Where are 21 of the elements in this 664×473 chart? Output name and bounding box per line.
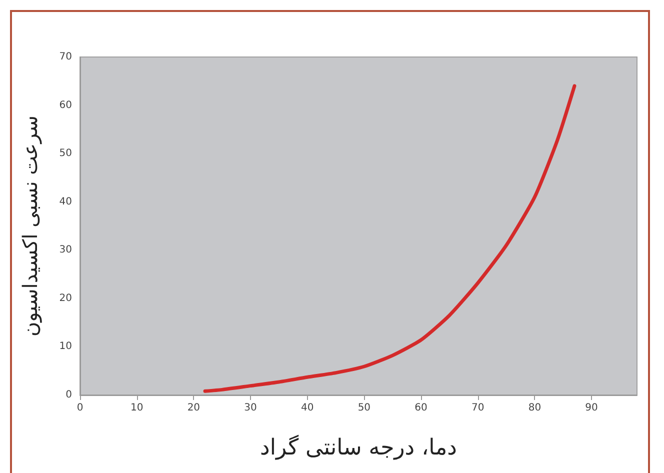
- y-tick-label: 0: [66, 390, 72, 400]
- x-tick-label: 60: [414, 402, 428, 414]
- y-tick-label: 10: [59, 341, 72, 352]
- x-axis-title: دما، درجه سانتی گراد: [260, 434, 457, 460]
- y-axis-title: سرعت نسبی اکسیداسیون: [18, 115, 42, 337]
- x-tick-label: 20: [187, 402, 200, 414]
- x-tick-label: 70: [471, 402, 484, 414]
- x-tick-label: 80: [528, 402, 542, 414]
- x-tick-label: 0: [76, 402, 84, 414]
- x-tick-label: 30: [244, 402, 257, 414]
- y-tick-label: 40: [59, 196, 72, 208]
- x-tick-label: 40: [300, 402, 314, 414]
- y-tick-label: 70: [59, 52, 72, 62]
- x-tick-label: 50: [358, 402, 371, 414]
- x-tick-label: 10: [130, 402, 144, 414]
- x-tick-label: 90: [585, 402, 598, 414]
- y-tick-label: 20: [59, 292, 72, 304]
- y-tick-label: 60: [59, 100, 72, 111]
- line-series: [203, 84, 576, 393]
- y-tick-label: 50: [59, 148, 72, 160]
- y-tick-label: 30: [59, 244, 72, 256]
